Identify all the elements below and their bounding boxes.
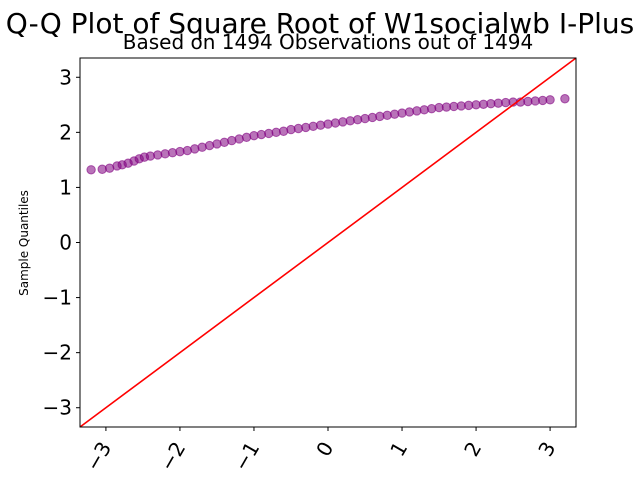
y-tick-label: 3 xyxy=(59,65,72,89)
y-tick-label: 2 xyxy=(59,120,72,144)
chart-title: Q-Q Plot of Square Root of W1socialwb I-… xyxy=(6,7,634,40)
x-tick-label: −2 xyxy=(155,438,191,476)
y-tick-label: −1 xyxy=(43,286,72,310)
y-axis-label: Sample Quantiles xyxy=(17,190,31,296)
x-tick-label: 2 xyxy=(459,438,486,461)
x-tick-label: 3 xyxy=(533,438,560,461)
reference-line-group xyxy=(79,57,577,428)
y-tick-label: −2 xyxy=(43,341,72,365)
x-tick-label: −3 xyxy=(81,438,117,476)
x-tick-label: −1 xyxy=(229,438,265,476)
data-point xyxy=(560,94,570,104)
reference-line xyxy=(79,57,577,428)
y-axis-ticks: −3 −2 −1 0 1 2 3 xyxy=(43,65,80,420)
data-points xyxy=(86,94,570,175)
y-tick-label: 0 xyxy=(59,231,72,255)
chart-subtitle: Based on 1494 Observations out of 1494 xyxy=(123,30,534,54)
data-point xyxy=(86,165,96,175)
y-tick-label: 1 xyxy=(59,175,72,199)
data-point xyxy=(545,95,555,105)
x-axis-ticks: −3 −2 −1 0 1 2 3 xyxy=(81,427,560,476)
x-tick-label: 1 xyxy=(385,438,412,461)
x-tick-label: 0 xyxy=(311,438,338,461)
y-tick-label: −3 xyxy=(43,396,72,420)
